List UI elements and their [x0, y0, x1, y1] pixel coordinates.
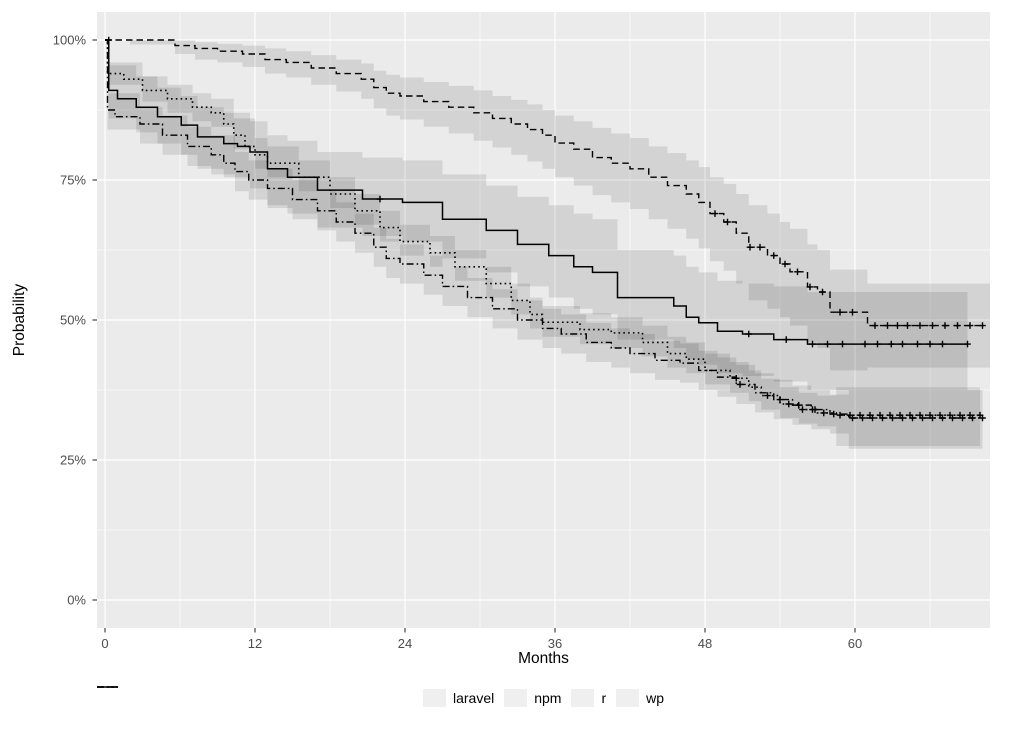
legend-key-dashed-line-sample [97, 686, 640, 707]
censor-marks-wp [105, 36, 986, 329]
legend-label-laravel: laravel [452, 690, 495, 706]
x-tick-label-60: 60 [847, 636, 863, 651]
legend-label-npm: npm [534, 690, 562, 706]
y-tick-label-0%: 0% [67, 592, 86, 608]
survival-curve-laravel [105, 39, 968, 345]
x-tick-label-0: 0 [101, 636, 109, 651]
x-tick-label-48: 48 [697, 636, 713, 651]
survival-curve-wp [105, 39, 985, 327]
y-tick-label-100%: 100% [52, 32, 86, 48]
legend-item-laravel: laravel [97, 686, 495, 707]
x-tick-label-24: 24 [397, 636, 413, 651]
confidence-band-npm [105, 40, 980, 446]
x-tick-label-36: 36 [547, 636, 563, 651]
y-axis-title: Probability [11, 283, 28, 357]
censor-marks-laravel [376, 195, 971, 348]
legend-key-dotdash-line-sample [97, 686, 595, 707]
legend-item-wp: wp [97, 686, 665, 707]
legend-label-r: r [601, 690, 607, 706]
legend-label-wp: wp [646, 690, 665, 706]
legend-item-npm: npm [97, 686, 562, 707]
x-axis-title: Months [518, 650, 569, 667]
x-tick-label-12: 12 [247, 636, 263, 651]
y-tick-label-50%: 50% [59, 312, 86, 328]
y-tick-label-25%: 25% [59, 452, 86, 468]
confidence-band-r [105, 40, 983, 449]
censor-marks-r [736, 381, 986, 422]
panel-content [97, 12, 990, 628]
confidence-band-wp [105, 40, 990, 371]
legend-key-solid-line-sample [97, 686, 446, 707]
legend: laravel npm r wp [97, 684, 990, 712]
y-tick-label-75%: 75% [59, 172, 86, 188]
survival-curve-npm [105, 39, 980, 416]
confidence-band-laravel [105, 40, 968, 390]
legend-item-r: r [97, 686, 607, 707]
legend-key-dotted-line-sample [97, 686, 528, 707]
